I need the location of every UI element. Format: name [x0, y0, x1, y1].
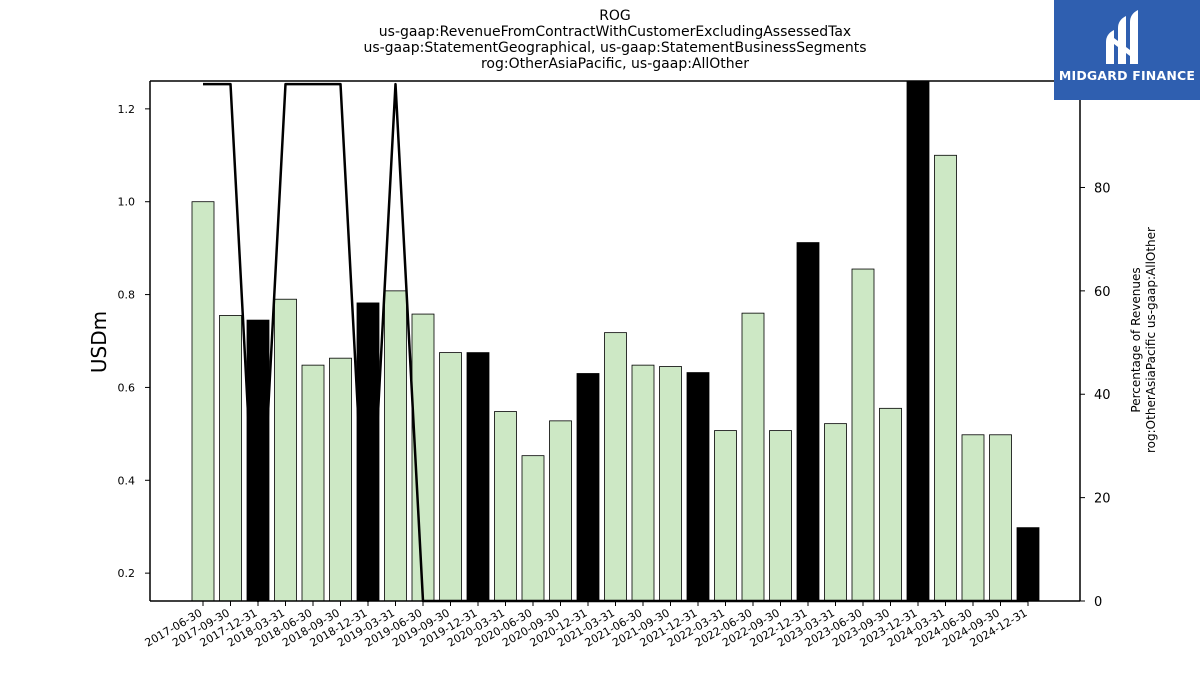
- y2-tick-label: 0: [1094, 595, 1102, 610]
- y-tick-label: 0.4: [118, 474, 136, 487]
- bar-2020-06-30: [521, 455, 545, 602]
- y-tick-label: 1.0: [118, 196, 136, 209]
- bar-2024-03-31: [934, 154, 957, 602]
- y-tick-label: 0.8: [118, 289, 136, 302]
- bar-2023-12-31: [906, 80, 930, 602]
- bar-2018-09-30: [329, 357, 352, 602]
- chart-title-line-1: ROG: [599, 8, 631, 24]
- bar-2020-12-31: [576, 373, 600, 602]
- chart-title-line-3: us-gaap:StatementGeographical, us-gaap:S…: [363, 40, 866, 56]
- bar-2020-03-31: [494, 411, 517, 602]
- y2-tick-label: 40: [1094, 388, 1111, 403]
- logo-mark-icon: [1106, 10, 1138, 64]
- bar-2019-09-30: [439, 352, 462, 602]
- logo-text: MIDGARD FINANCE: [1058, 68, 1196, 83]
- bar-2017-06-30: [191, 201, 215, 602]
- midgard-finance-logo: MIDGARD FINANCE: [1054, 0, 1200, 100]
- bar-2021-09-30: [659, 366, 682, 602]
- y-tick-label: 0.2: [118, 567, 136, 580]
- bar-2020-09-30: [549, 420, 572, 602]
- bar-2024-09-30: [989, 434, 1012, 602]
- bar-2023-03-31: [824, 423, 847, 602]
- chart-title: ROG us-gaap:RevenueFromContractWithCusto…: [363, 8, 866, 72]
- bar-series: [191, 80, 1040, 602]
- bar-2021-03-31: [604, 332, 627, 602]
- bar-2019-03-31: [384, 290, 407, 602]
- bar-2018-06-30: [301, 364, 325, 602]
- bar-2024-06-30: [961, 434, 985, 602]
- bar-2022-09-30: [769, 430, 792, 602]
- y2-tick-label: 80: [1094, 181, 1111, 196]
- bar-2022-03-31: [714, 430, 737, 602]
- chart-title-line-2: us-gaap:RevenueFromContractWithCustomerE…: [379, 24, 851, 40]
- y2-axis-label-line-1: Percentage of Revenues: [1129, 267, 1143, 412]
- y2-tick-label: 60: [1094, 285, 1111, 300]
- bar-2023-09-30: [879, 407, 902, 602]
- bar-2017-09-30: [219, 315, 242, 602]
- bar-2019-12-31: [466, 352, 490, 602]
- y-axis-label: USDm: [87, 311, 111, 373]
- y-tick-label: 0.6: [118, 381, 136, 394]
- bar-2022-06-30: [741, 312, 765, 602]
- y2-tick-label: 20: [1094, 492, 1111, 507]
- chart-title-line-4: rog:OtherAsiaPacific, us-gaap:AllOther: [481, 56, 749, 72]
- y-tick-label: 1.2: [118, 103, 136, 116]
- bar-2018-03-31: [274, 298, 297, 602]
- bar-2022-12-31: [796, 242, 820, 602]
- y2-axis-label-line-2: rog:OtherAsiaPacific us-gaap:AllOther: [1144, 227, 1158, 453]
- bar-2023-06-30: [851, 268, 875, 602]
- bar-2021-12-31: [686, 372, 710, 602]
- bar-2021-06-30: [631, 364, 655, 602]
- bar-2024-12-31: [1016, 527, 1040, 602]
